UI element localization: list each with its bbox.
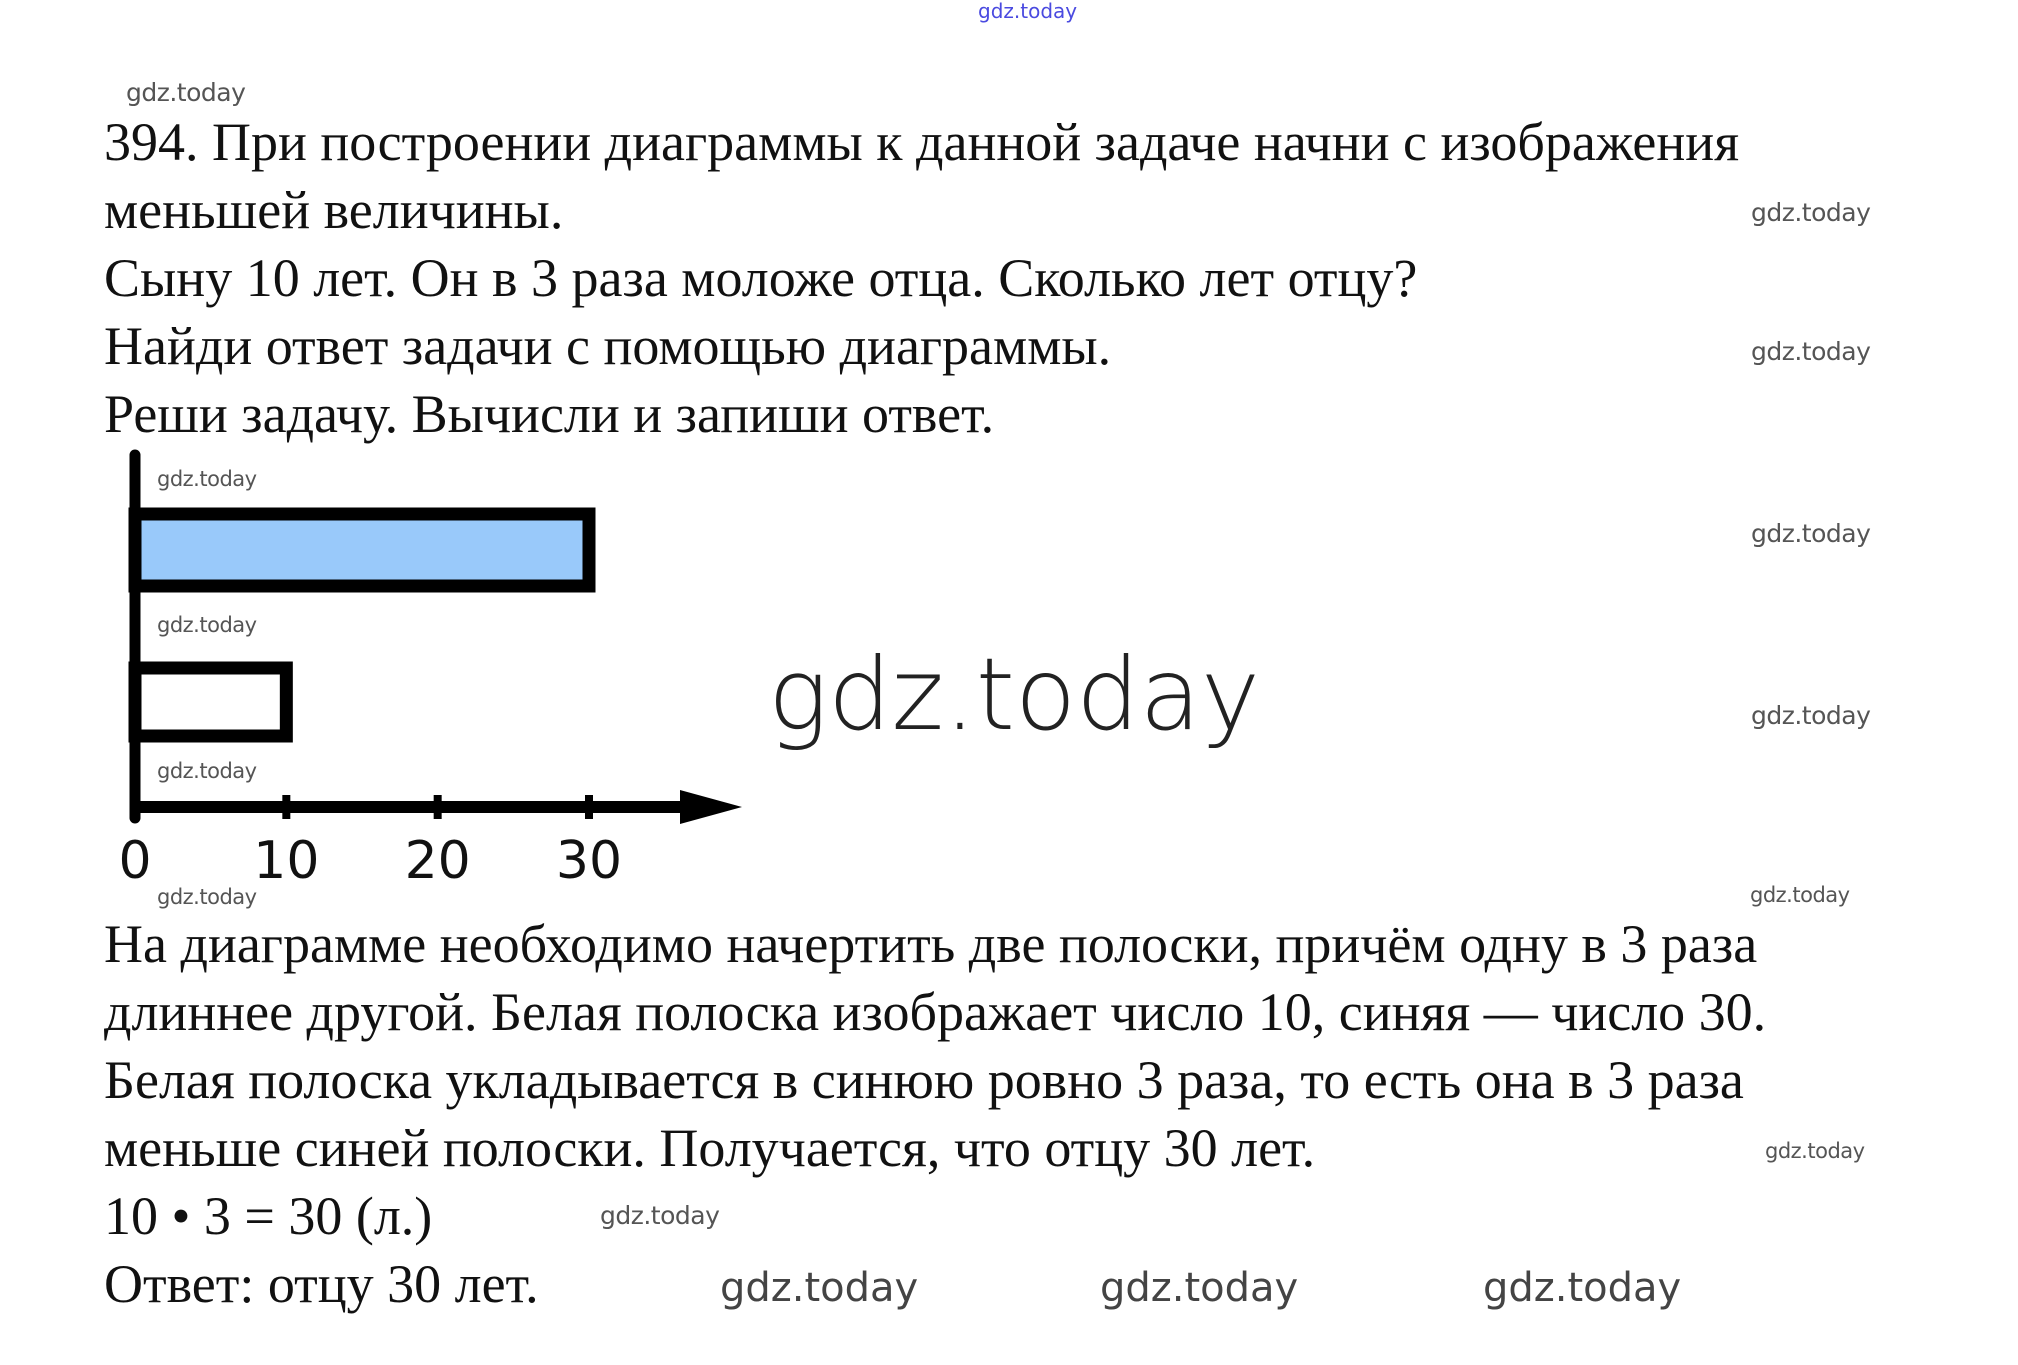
solution-line: меньше синей полоски. Получается, что от… xyxy=(104,1118,1316,1178)
watermark-large: gdz.today xyxy=(768,636,1261,753)
x-tick-label: 0 xyxy=(118,831,151,891)
x-tick-label: 20 xyxy=(405,831,471,891)
watermark: gdz.today xyxy=(1100,1265,1299,1311)
watermark: gdz.today xyxy=(157,467,257,491)
watermark: gdz.today xyxy=(1751,519,1871,548)
watermark: gdz.today xyxy=(157,759,257,783)
watermark: gdz.today xyxy=(600,1201,720,1230)
solution-line: Белая полоска укладывается в синюю ровно… xyxy=(104,1050,1744,1110)
x-tick-label: 30 xyxy=(556,831,622,891)
solution-answer: Ответ: отцу 30 лет. xyxy=(104,1254,539,1314)
watermark: gdz.today xyxy=(1751,337,1871,366)
problem-line: Сыну 10 лет. Он в 3 раза моложе отца. Ск… xyxy=(104,248,1418,308)
solution-equation: 10 • 3 = 30 (л.) xyxy=(104,1186,433,1246)
x-axis-arrow xyxy=(680,790,742,824)
watermark: gdz.today xyxy=(157,885,257,909)
solution-line: На диаграмме необходимо начертить две по… xyxy=(104,914,1758,974)
bar-1 xyxy=(128,661,293,743)
watermark: gdz.today xyxy=(1751,198,1871,227)
watermark: gdz.today xyxy=(1750,883,1850,907)
watermark: gdz.today xyxy=(1765,1139,1865,1163)
watermark-top: gdz.today xyxy=(978,0,1078,23)
watermark: gdz.today xyxy=(1483,1265,1682,1311)
watermark: gdz.today xyxy=(720,1265,919,1311)
watermark: gdz.today xyxy=(126,78,246,107)
problem-line: 394. При построении диаграммы к данной з… xyxy=(104,112,1740,172)
x-tick-label: 10 xyxy=(253,831,319,891)
problem-line: Реши задачу. Вычисли и запиши ответ. xyxy=(104,384,995,444)
problem-line: Найди ответ задачи с помощью диаграммы. xyxy=(104,316,1112,376)
bar-0 xyxy=(128,507,596,593)
watermark: gdz.today xyxy=(1751,701,1871,730)
watermark: gdz.today xyxy=(157,613,257,637)
problem-line: меньшей величины. xyxy=(104,180,564,240)
solution-line: длиннее другой. Белая полоска изображает… xyxy=(104,982,1767,1042)
